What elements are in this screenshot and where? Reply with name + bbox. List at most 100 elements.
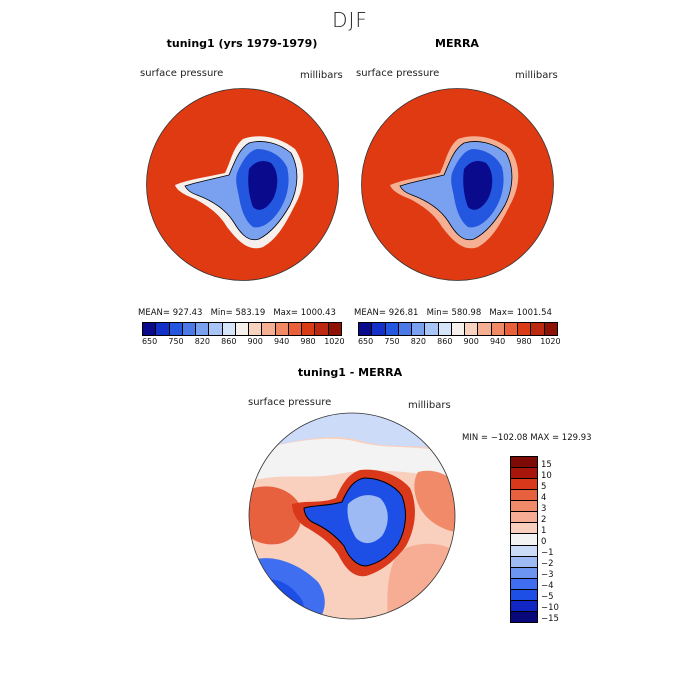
right-variable-label: surface pressure	[356, 68, 440, 79]
diff-panel-title: tuning1 - MERRA	[297, 366, 403, 379]
colorbar-swatch	[511, 500, 537, 512]
colorbar-tick-label: 820	[410, 337, 427, 346]
right-stats: MEAN= 926.81 Min= 580.98 Max= 1001.54	[354, 308, 552, 318]
colorbar-swatch	[208, 323, 222, 335]
diff-unit-label: millibars	[408, 400, 451, 411]
ice-sheet-core	[248, 161, 278, 210]
colorbar-swatch	[359, 323, 372, 335]
colorbar-tick-label: −3	[541, 570, 554, 580]
colorbar-tick-label: −10	[541, 603, 559, 613]
colorbar-swatch	[517, 323, 531, 335]
colorbar-tick-label: 860	[437, 337, 453, 346]
colorbar-swatch	[511, 610, 537, 622]
colorbar-swatch	[511, 533, 537, 545]
colorbar-swatch	[511, 467, 537, 479]
colorbar-swatch	[511, 457, 537, 468]
colorbar-tick-label: −15	[541, 614, 559, 624]
colorbar-tick-label: 2	[541, 515, 547, 525]
colorbar-tick-label: 650	[357, 337, 374, 346]
colorbar-tick-label: 900	[463, 337, 479, 346]
left-unit-label: millibars	[300, 70, 343, 81]
colorbar-tick-label: 4	[541, 493, 547, 503]
colorbar-swatch	[511, 511, 537, 523]
right-colorbar	[358, 322, 558, 336]
colorbar-swatch	[274, 323, 288, 335]
colorbar-tick-label: 15	[541, 460, 552, 470]
colorbar-tick-label: 650	[141, 337, 158, 346]
diff-coastline	[303, 477, 406, 567]
colorbar-tick-label: 900	[247, 337, 263, 346]
colorbar-tick-label: 1020	[540, 337, 561, 346]
colorbar-tick-label: 5	[541, 482, 547, 492]
colorbar-tick-label: 980	[516, 337, 532, 346]
diff-region-west	[249, 486, 302, 545]
colorbar-tick-label: 1020	[324, 337, 345, 346]
colorbar-swatch	[437, 323, 451, 335]
colorbar-swatch	[261, 323, 275, 335]
diff-variable-label: surface pressure	[248, 397, 332, 408]
colorbar-swatch	[511, 478, 537, 490]
colorbar-swatch	[530, 323, 544, 335]
map-boundary	[248, 412, 456, 620]
colorbar-swatch	[301, 323, 315, 335]
colorbar-swatch	[314, 323, 328, 335]
left-stats: MEAN= 927.43 Min= 583.19 Max= 1000.43	[138, 308, 336, 318]
colorbar-tick-label: −1	[541, 548, 554, 558]
right-panel-title: MERRA	[435, 37, 479, 50]
coastline	[399, 141, 513, 241]
colorbar-tick-label: −4	[541, 581, 554, 591]
left-polar-map	[146, 88, 339, 281]
colorbar-swatch	[503, 323, 518, 335]
left-panel-title: tuning1 (yrs 1979-1979)	[166, 37, 318, 50]
colorbar-swatch	[464, 323, 478, 335]
colorbar-swatch	[195, 323, 209, 335]
colorbar-swatch	[490, 323, 504, 335]
colorbar-tick-label: −2	[541, 559, 554, 569]
colorbar-swatch	[234, 323, 249, 335]
colorbar-tick-label: 750	[384, 337, 400, 346]
colorbar-swatch	[327, 323, 341, 335]
colorbar-swatch	[287, 323, 302, 335]
ice-sheet-core	[463, 161, 493, 210]
left-colorbar	[142, 322, 342, 336]
diff-region-band	[249, 438, 455, 482]
colorbar-tick-label: 860	[221, 337, 237, 346]
colorbar-swatch	[511, 599, 537, 611]
diff-range-text: MIN = −102.08 MAX = 129.93	[462, 433, 592, 443]
colorbar-swatch	[511, 588, 537, 600]
colorbar-swatch	[511, 577, 537, 589]
colorbar-swatch	[424, 323, 438, 335]
colorbar-swatch	[384, 323, 398, 335]
colorbar-swatch	[511, 555, 537, 567]
colorbar-tick-label: 1	[541, 526, 547, 536]
colorbar-tick-label: 980	[300, 337, 316, 346]
colorbar-tick-label: 940	[489, 337, 506, 346]
colorbar-tick-label: 10	[541, 471, 552, 481]
diff-colorbar	[510, 456, 538, 623]
colorbar-swatch	[511, 489, 537, 501]
right-polar-map	[361, 88, 554, 281]
colorbar-swatch	[450, 323, 465, 335]
colorbar-swatch	[511, 522, 537, 534]
colorbar-swatch	[371, 323, 385, 335]
figure-title: DJF	[332, 8, 368, 32]
right-unit-label: millibars	[515, 70, 558, 81]
diff-region-east	[414, 470, 455, 532]
colorbar-swatch	[248, 323, 262, 335]
colorbar-swatch	[155, 323, 169, 335]
colorbar-tick-label: 750	[168, 337, 184, 346]
colorbar-tick-label: 0	[541, 537, 547, 547]
map-boundary	[361, 88, 554, 281]
colorbar-swatch	[543, 323, 557, 335]
colorbar-tick-label: −5	[541, 592, 554, 602]
coastline	[184, 141, 298, 241]
diff-ice-core	[347, 495, 388, 544]
colorbar-swatch	[168, 323, 182, 335]
colorbar-swatch	[511, 544, 537, 556]
diff-polar-map	[248, 412, 456, 620]
colorbar-swatch	[221, 323, 235, 335]
colorbar-tick-label: 820	[194, 337, 211, 346]
colorbar-swatch	[511, 566, 537, 578]
left-variable-label: surface pressure	[140, 68, 224, 79]
colorbar-tick-label: 3	[541, 504, 547, 514]
